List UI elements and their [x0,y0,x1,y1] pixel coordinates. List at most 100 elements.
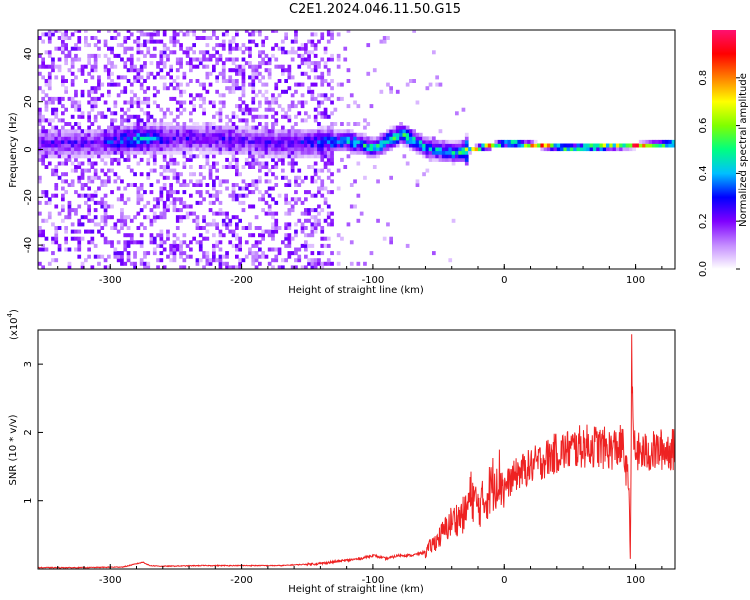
spectrogram-cell [156,243,160,248]
spectrogram-cell [290,208,295,213]
spectrogram-cell [451,139,456,144]
spectrogram-cell [573,147,577,152]
spectrogram-cell [166,147,170,152]
spectrogram-cell [93,208,98,213]
spectrogram-cell [169,247,173,252]
spectrogram-cell [152,211,157,216]
spectrogram-cell [38,53,42,58]
spectrogram-cell [54,96,59,101]
spectrogram-cell [267,143,272,148]
spectrogram-cell [182,89,187,94]
spectrogram-cell [258,240,262,245]
spectrogram-cell [251,114,256,119]
spectrogram-cell [126,154,131,159]
spectrogram-cell [277,147,282,152]
spectrogram-cell [205,57,210,62]
spectrogram-cell [143,43,147,48]
spectrogram-cell [432,150,436,155]
spectrogram-cell [464,143,469,148]
spectrogram-cell [133,215,137,220]
spectrogram-cell [162,125,167,130]
spectrogram-cell [159,165,164,169]
spectrogram-cell [330,53,334,58]
spectrogram-cell [231,36,236,40]
spectrogram-cell [47,150,52,155]
spectrogram-cell [195,129,200,134]
spectrogram-cell [290,157,295,162]
spectrogram-cell [149,147,154,152]
spectrogram-cell [70,96,75,101]
spectrogram-cell [103,143,108,148]
spectrogram-cell [231,197,236,202]
spectrogram-cell [172,172,177,177]
spectrogram-cell [287,147,292,152]
spectrogram-cell [123,243,128,248]
spectrogram-cell [126,100,131,105]
spectrogram-cell [254,215,259,220]
spectrogram-cell [93,147,98,152]
spectrogram-cell [221,150,226,155]
spectrogram-cell [103,39,108,44]
spectrogram-cell [241,118,246,123]
spectrogram-cell [228,86,233,91]
spectrogram-cell [172,200,177,205]
spectrogram-cell [159,136,164,141]
spectrogram-cell [162,86,167,91]
spectrogram-cell [149,154,154,159]
spectrogram-cell [399,136,403,141]
spectrogram-cell [304,254,308,259]
spectrogram-cell [74,147,78,152]
spectrogram-cell [290,93,295,98]
spectrogram-cell [120,193,124,198]
spectrogram-cell [254,157,259,162]
spectrogram-cell [304,129,308,134]
spectrogram-cell [379,143,384,148]
spectrogram-cell [172,157,177,162]
spectrogram-cell [146,111,151,116]
spectrogram-cell [300,57,305,62]
spectrogram-cell [44,143,49,148]
spectrogram-cell [185,129,190,134]
spectrogram-cell [107,139,111,144]
spectrogram-cell [323,186,328,191]
spectrogram-cell [218,211,223,216]
spectrogram-cell [179,100,183,105]
spectrogram-cell [182,190,187,195]
spectrogram-cell [51,96,55,101]
spectrogram-cell [169,50,173,55]
spectrogram-cell [80,111,85,116]
spectrogram-cell [287,150,292,155]
spectrogram-cell [84,30,88,33]
spectrogram-cell [116,175,121,180]
spectrogram-cell [261,197,265,202]
spectrogram-cell [126,30,131,33]
spectrogram-cell [379,139,384,144]
spectrogram-cell [189,204,193,209]
spectrogram-cell [215,222,219,227]
spectrogram-cell [61,36,65,40]
spectrogram-cell [313,215,318,220]
spectrogram-cell [326,168,331,173]
spectrogram-cell [290,150,295,155]
spectrogram-cell [225,261,229,266]
spectrogram-cell [64,129,68,134]
spectrogram-cell [441,150,446,155]
spectrogram-cell [369,104,374,109]
spectrogram-cell [77,229,82,234]
spectrogram-cell [287,236,292,241]
spectrogram-cell [90,147,95,152]
spectrogram-cell [179,43,183,48]
spectrogram-cell [61,96,65,101]
spectrogram-cell [57,30,62,33]
spectrogram-cell [84,154,88,159]
spectrogram-cell [399,122,403,126]
spectrogram-cell [524,139,528,144]
spectrogram-cell [44,132,49,137]
spectrogram-cell [202,226,206,230]
spectrogram-cell [80,168,85,173]
spectrogram-cell [326,236,331,241]
spectrogram-cell [74,46,78,51]
spectrogram-cell [238,236,242,241]
spectrogram-cell [304,175,308,180]
spectrogram-cell [215,111,219,116]
